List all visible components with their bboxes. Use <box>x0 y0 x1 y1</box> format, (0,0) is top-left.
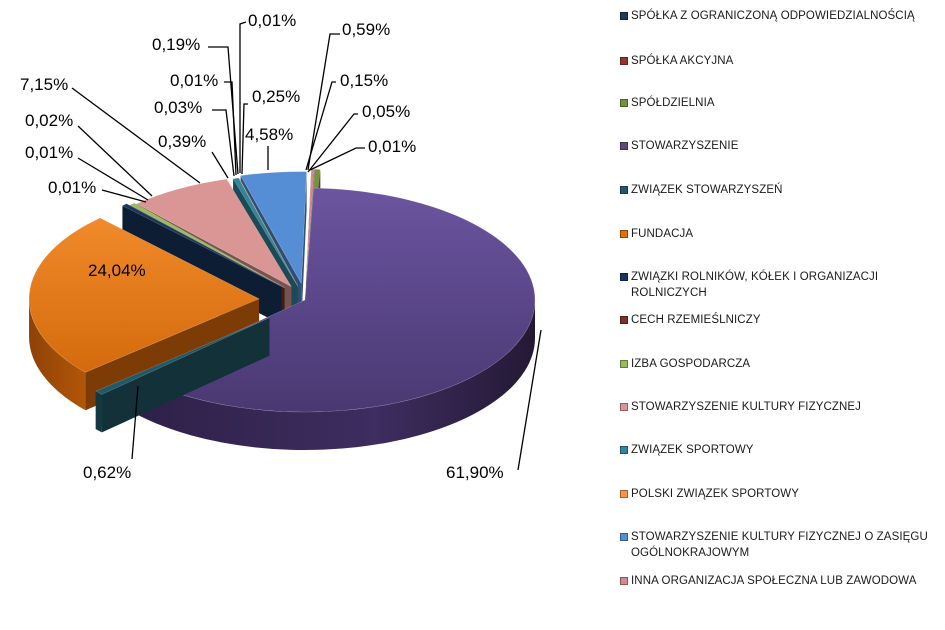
legend-item: STOWARZYSZENIE KULTURY FIZYCZNEJ O ZASIĘ… <box>620 529 940 561</box>
pie-slice-top <box>129 202 285 289</box>
legend-label: CECH RZEMIEŚLNICZY <box>631 314 761 326</box>
leader-line <box>77 157 149 201</box>
legend-label: IZBA GOSPODARCZA <box>631 358 751 370</box>
leader-line <box>211 151 229 179</box>
pie-slice <box>95 317 270 433</box>
data-label: 4,58% <box>245 125 293 144</box>
legend-item: IZBA GOSPODARCZA <box>620 356 940 372</box>
legend-swatch <box>620 360 628 368</box>
data-label: 0,19% <box>152 35 200 54</box>
legend-swatch <box>620 57 628 65</box>
pie-chart: 61,90% 24,04% 0,62% 7,15% 0,02% 0,01% 0,01% 0,3… <box>20 11 542 482</box>
legend-swatch <box>620 230 628 238</box>
legend-label: SPÓŁKA Z OGRANICZONĄ ODPOWIEDZIALNOŚCIĄ <box>631 10 915 22</box>
legend-label: STOWARZYSZENIE <box>631 140 739 152</box>
pie-slice-top <box>232 177 298 287</box>
leader-line <box>307 33 340 171</box>
leader-line <box>224 81 237 176</box>
legend-label: STOWARZYSZENIE KULTURY FIZYCZNEJ <box>631 401 862 413</box>
pie-slice-top <box>135 178 293 288</box>
leader-line <box>241 103 248 175</box>
pie-slice-top <box>28 217 260 373</box>
leader-line <box>208 46 239 175</box>
legend-swatch <box>620 490 628 498</box>
legend-item: INNA ORGANIZACJA SPOŁECZNA LUB ZAWODOWA <box>620 573 940 589</box>
legend-swatch <box>620 12 628 20</box>
data-label: 61,90% <box>446 463 504 482</box>
data-label: 0,01% <box>248 11 296 30</box>
legend-label: ZWIĄZEK STOWARZYSZEŃ <box>631 184 783 196</box>
data-label: 0,59% <box>342 20 390 39</box>
data-label: 0,62% <box>83 463 131 482</box>
leader-line <box>305 81 336 171</box>
legend-item: STOWARZYSZENIE KULTURY FIZYCZNEJ <box>620 399 940 415</box>
legend-item: SPÓŁKA Z OGRANICZONĄ ODPOWIEDZIALNOŚCIĄ <box>620 8 940 24</box>
legend-label: FUNDACJA <box>631 228 694 240</box>
legend-item: ZWIĄZEK SPORTOWY <box>620 442 940 458</box>
leader-line <box>307 113 358 173</box>
data-label: 0,15% <box>340 71 388 90</box>
data-label: 0,05% <box>362 102 410 121</box>
pie-slice-side <box>95 391 102 433</box>
legend-label: SPÓŁDZIELNIA <box>631 97 715 109</box>
data-label: 0,02% <box>25 111 73 130</box>
legend-item: FUNDACJA <box>620 226 940 242</box>
legend-label: POLSKI ZWIĄZEK SPORTOWY <box>631 488 800 500</box>
data-label: 0,01% <box>48 178 96 197</box>
leader-line <box>131 385 139 460</box>
legend-swatch <box>620 99 628 107</box>
legend-item: SPÓŁKA AKCYJNA <box>620 53 940 69</box>
legend-swatch <box>620 533 628 541</box>
pie-chart-svg: 61,90% 24,04% 0,62% 7,15% 0,02% 0,01% 0,01% 0,3… <box>20 11 542 482</box>
data-label: 24,04% <box>88 261 146 280</box>
data-label: 0,01% <box>25 143 73 162</box>
leader-line <box>239 21 247 173</box>
legend-label: ZWIĄZKI ROLNIKÓW, KÓŁEK I ORGANIZACJI RO… <box>631 271 879 299</box>
pie-slice-top <box>240 171 307 285</box>
pie-slice-wall <box>95 317 270 430</box>
data-label: 0,03% <box>154 98 202 117</box>
legend-item: ZWIĄZEK STOWARZYSZEŃ <box>620 182 940 198</box>
leader-line <box>77 125 153 197</box>
pie-slice-top <box>121 203 282 287</box>
legend-label: ZWIĄZEK SPORTOWY <box>631 444 754 456</box>
leader-line <box>212 109 235 177</box>
legend-swatch <box>620 316 628 324</box>
legend-swatch <box>620 446 628 454</box>
legend-label: STOWARZYSZENIE KULTURY FIZYCZNEJ O ZASIĘ… <box>631 531 928 559</box>
legend-item: SPÓŁDZIELNIA <box>620 95 940 111</box>
leader-line <box>101 189 147 203</box>
pie-slice-side <box>137 300 535 450</box>
legend-swatch <box>620 142 628 150</box>
data-label: 0,01% <box>368 137 416 156</box>
leader-line <box>309 147 365 171</box>
data-label: 0,39% <box>158 132 206 151</box>
pie-slice-top <box>95 317 270 395</box>
leader-line <box>71 87 201 184</box>
legend-label: INNA ORGANIZACJA SPOŁECZNA LUB ZAWODOWA <box>631 575 917 587</box>
data-label: 0,01% <box>170 71 218 90</box>
data-label: 0,25% <box>252 87 300 106</box>
legend: SPÓŁKA Z OGRANICZONĄ ODPOWIEDZIALNOŚCIĄ S… <box>620 8 940 618</box>
legend-item: STOWARZYSZENIE <box>620 138 940 154</box>
pie-slice-wall <box>301 171 307 322</box>
pie-slice-side <box>29 298 86 411</box>
data-label: 7,15% <box>20 75 68 94</box>
legend-swatch <box>620 186 628 194</box>
legend-swatch <box>620 577 628 585</box>
legend-label: SPÓŁKA AKCYJNA <box>631 55 734 67</box>
legend-swatch <box>620 403 628 411</box>
legend-item: POLSKI ZWIĄZEK SPORTOWY <box>620 486 940 502</box>
legend-item: ZWIĄZKI ROLNIKÓW, KÓŁEK I ORGANIZACJI RO… <box>620 269 940 301</box>
legend-item: CECH RZEMIEŚLNICZY <box>620 312 940 328</box>
leader-line <box>517 329 542 471</box>
legend-swatch <box>620 273 628 281</box>
